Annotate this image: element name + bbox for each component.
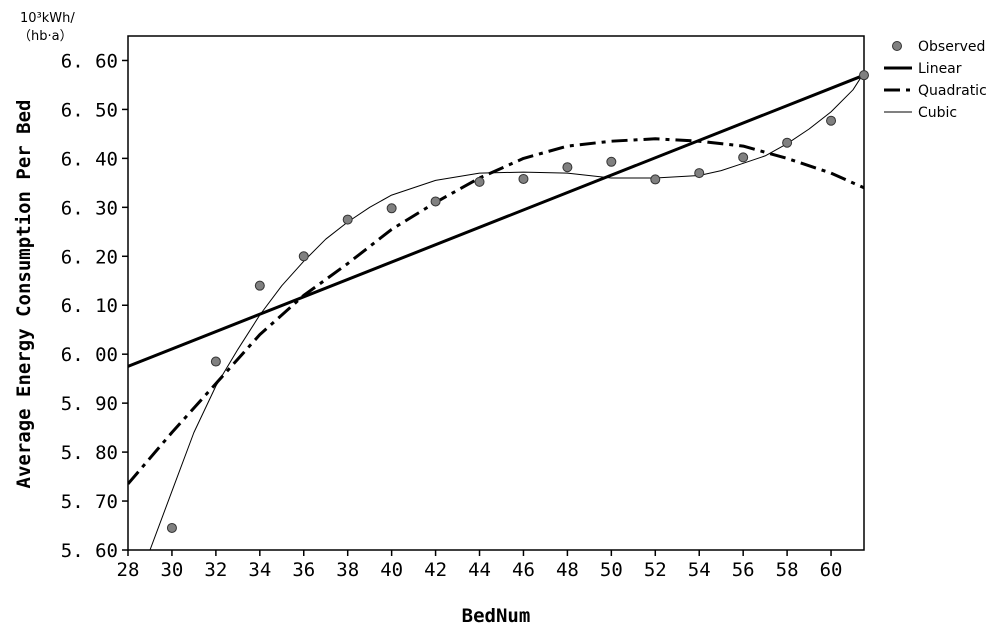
plot-area xyxy=(127,35,865,551)
x-tick-label: 34 xyxy=(248,559,271,581)
y-unit-line2: （hb·a） xyxy=(18,29,73,44)
observed-point xyxy=(738,152,749,163)
x-tick-label: 42 xyxy=(424,559,447,581)
series-line-linear xyxy=(128,73,864,368)
x-tick-label: 48 xyxy=(556,559,579,581)
observed-point xyxy=(826,115,837,126)
observed-point xyxy=(694,168,705,179)
y-axis-title: Average Energy Consumption Per Bed xyxy=(13,100,35,489)
observed-point xyxy=(430,196,441,207)
x-tick-label: 46 xyxy=(512,559,535,581)
y-tick-label: 5. 70 xyxy=(61,491,118,513)
x-tick-label: 28 xyxy=(117,559,140,581)
x-tick-label: 60 xyxy=(820,559,843,581)
legend: Observed Linear Quadratic Cubic xyxy=(884,39,987,121)
observed-point xyxy=(166,522,177,533)
x-tick-label: 38 xyxy=(336,559,359,581)
observed-point xyxy=(650,174,661,185)
observed-point xyxy=(342,214,353,225)
legend-label-cubic: Cubic xyxy=(918,105,957,121)
x-axis: 28 30 32 34 36 38 40 42 44 46 48 50 52 54 56 58 60 xyxy=(117,550,843,581)
observed-point xyxy=(859,70,869,81)
y-tick-label: 6. 50 xyxy=(61,99,118,121)
x-tick-label: 44 xyxy=(468,559,491,581)
x-tick-label: 40 xyxy=(380,559,403,581)
legend-label-linear: Linear xyxy=(918,61,962,77)
observed-point xyxy=(210,356,221,367)
observed-point xyxy=(782,137,793,148)
y-tick-label: 5. 90 xyxy=(61,393,118,415)
legend-label-quadratic: Quadratic xyxy=(918,83,987,99)
x-tick-label: 54 xyxy=(688,559,711,581)
x-tick-label: 58 xyxy=(776,559,799,581)
observed-point xyxy=(386,203,397,214)
observed-point xyxy=(518,173,529,184)
y-tick-label: 5. 80 xyxy=(61,442,118,464)
series-line-cubic xyxy=(149,72,864,550)
plot-frame xyxy=(127,35,865,551)
series-layer xyxy=(128,70,869,550)
x-tick-label: 56 xyxy=(732,559,755,581)
y-tick-label: 6. 60 xyxy=(61,50,118,72)
y-tick-label: 6. 40 xyxy=(61,148,118,170)
y-unit-line1: 10³kWh/ xyxy=(20,11,75,26)
observed-point xyxy=(474,176,485,187)
legend-marker-observed xyxy=(892,41,902,51)
legend-label-observed: Observed xyxy=(918,39,985,55)
y-tick-label: 6. 00 xyxy=(61,344,118,366)
y-axis: 5. 60 5. 70 5. 80 5. 90 6. 00 6. 10 6. 20 6. 30… xyxy=(61,50,128,562)
series-line-quadratic xyxy=(128,137,864,485)
y-tick-label: 5. 60 xyxy=(61,540,118,562)
x-tick-label: 50 xyxy=(600,559,623,581)
y-tick-label: 6. 10 xyxy=(61,295,118,317)
observed-point xyxy=(562,162,573,173)
observed-point xyxy=(298,251,309,262)
x-tick-label: 32 xyxy=(204,559,227,581)
y-tick-label: 6. 20 xyxy=(61,246,118,268)
observed-point xyxy=(606,156,617,167)
x-tick-label: 30 xyxy=(160,559,183,581)
x-axis-title: BedNum xyxy=(462,605,531,627)
x-tick-label: 52 xyxy=(644,559,667,581)
observed-point xyxy=(254,280,265,291)
y-tick-label: 6. 30 xyxy=(61,197,118,219)
x-tick-label: 36 xyxy=(292,559,315,581)
